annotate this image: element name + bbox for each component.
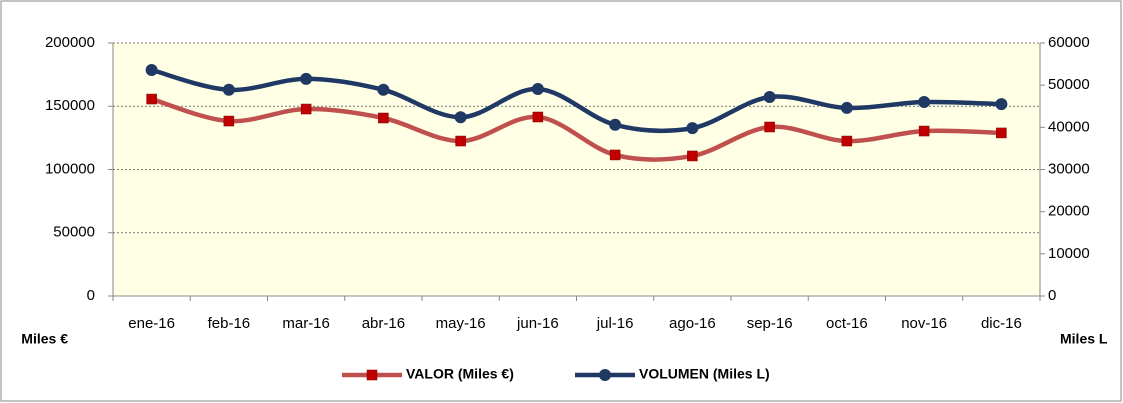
marker xyxy=(995,98,1008,111)
y2-tick-label: 30000 xyxy=(1048,160,1090,177)
x-tick-label: dic-16 xyxy=(981,315,1022,332)
y2-axis-label: Miles L xyxy=(1060,331,1108,347)
y2-tick-label: 50000 xyxy=(1048,76,1090,93)
y2-tick-label: 20000 xyxy=(1048,203,1090,220)
y-tick-label: 100000 xyxy=(45,160,95,177)
marker xyxy=(764,121,775,133)
marker xyxy=(454,111,467,124)
marker xyxy=(223,115,235,127)
marker xyxy=(686,122,699,135)
marker xyxy=(377,83,390,96)
y-tick-label: 200000 xyxy=(45,34,95,51)
marker xyxy=(918,96,931,109)
marker xyxy=(841,135,853,147)
x-tick-label: jul-16 xyxy=(596,315,634,332)
marker xyxy=(145,63,158,76)
x-tick-label: oct-16 xyxy=(826,315,868,332)
marker xyxy=(300,103,312,115)
y2-tick-label: 10000 xyxy=(1048,245,1090,262)
legend-marker xyxy=(366,369,378,381)
y2-tick-label: 40000 xyxy=(1048,118,1090,135)
marker xyxy=(146,93,157,105)
x-tick-label: ago-16 xyxy=(669,315,716,332)
x-tick-label: nov-16 xyxy=(901,315,947,332)
x-tick-label: feb-16 xyxy=(208,315,251,332)
legend-label: VOLUMEN (Miles L) xyxy=(639,366,770,382)
x-tick-label: ene-16 xyxy=(128,315,175,332)
marker xyxy=(609,149,621,161)
plot-area xyxy=(113,43,1040,296)
marker xyxy=(455,135,466,147)
marker xyxy=(222,83,235,96)
marker xyxy=(609,118,622,131)
marker xyxy=(687,150,698,162)
marker xyxy=(763,90,776,103)
x-tick-label: mar-16 xyxy=(282,315,330,332)
legend-label: VALOR (Miles €) xyxy=(406,366,514,382)
marker xyxy=(378,112,389,124)
y-axis-label: Miles € xyxy=(21,331,68,347)
x-tick-label: jun-16 xyxy=(516,315,559,332)
y2-tick-label: 60000 xyxy=(1048,34,1090,51)
marker xyxy=(840,101,853,114)
x-tick-label: abr-16 xyxy=(362,315,405,332)
marker xyxy=(531,82,544,95)
x-tick-label: sep-16 xyxy=(747,315,793,332)
x-tick-label: may-16 xyxy=(436,315,486,332)
marker xyxy=(918,125,930,137)
legend-marker xyxy=(599,369,611,381)
marker xyxy=(532,111,544,123)
marker xyxy=(996,127,1007,139)
y-tick-label: 50000 xyxy=(53,224,95,241)
y2-tick-label: 0 xyxy=(1048,287,1056,304)
marker xyxy=(300,72,313,85)
y-tick-label: 0 xyxy=(87,287,95,304)
y-tick-label: 150000 xyxy=(45,97,95,114)
